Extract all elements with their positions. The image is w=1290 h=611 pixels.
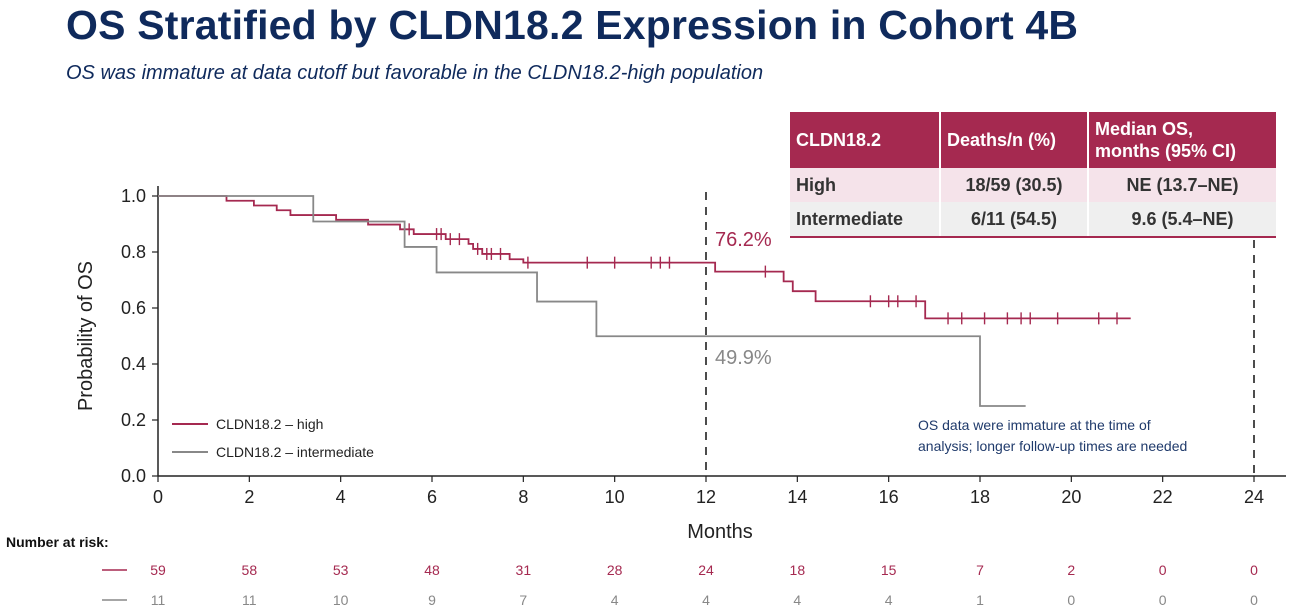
x-tick-label: 2 — [244, 487, 254, 507]
x-tick-label: 18 — [970, 487, 990, 507]
risk-count-intermediate: 0 — [1159, 592, 1167, 608]
series-layer — [158, 195, 1131, 407]
page-title: OS Stratified by CLDN18.2 Expression in … — [66, 2, 1079, 48]
risk-count-high: 31 — [516, 562, 532, 578]
risk-count-high: 53 — [333, 562, 349, 578]
x-tick-label: 22 — [1153, 487, 1173, 507]
risk-count-high: 2 — [1067, 562, 1075, 578]
intermediate-landmark-label: 49.9% — [715, 347, 772, 369]
annotation-layer: 76.2% 49.9% — [715, 229, 772, 369]
summary-cell-median: NE (13.7–NE) — [1088, 168, 1276, 202]
risk-count-intermediate: 4 — [702, 592, 710, 608]
immaturity-note: OS data were immature at the time of ana… — [918, 417, 1187, 454]
summary-cell-group: High — [790, 168, 941, 202]
x-tick-label: 12 — [696, 487, 716, 507]
risk-count-intermediate: 10 — [333, 592, 349, 608]
summary-header-median-line1: Median OS, — [1095, 119, 1194, 139]
summary-row-high: High 18/59 (30.5) NE (13.7–NE) — [790, 168, 1276, 202]
risk-count-intermediate: 1 — [976, 592, 984, 608]
risk-table-heading: Number at risk: — [6, 534, 109, 550]
summary-header-group: CLDN18.2 — [790, 112, 941, 168]
x-tick-label: 8 — [518, 487, 528, 507]
risk-count-high: 48 — [424, 562, 440, 578]
x-tick-label: 14 — [787, 487, 807, 507]
summary-header-median-line2: months (95% CI) — [1095, 141, 1237, 161]
x-tick-label: 20 — [1061, 487, 1081, 507]
summary-cell-deaths: 18/59 (30.5) — [940, 168, 1089, 202]
risk-count-intermediate: 4 — [793, 592, 801, 608]
risk-count-intermediate: 7 — [519, 592, 527, 608]
y-tick-label: 0.2 — [121, 410, 146, 430]
summary-header-median: Median OS, months (95% CI) — [1088, 112, 1276, 168]
legend-label-high: CLDN18.2 – high — [216, 416, 323, 432]
summary-cell-deaths: 6/11 (54.5) — [940, 202, 1089, 238]
risk-count-intermediate: 11 — [242, 592, 257, 608]
risk-count-intermediate: 0 — [1250, 592, 1258, 608]
y-axis-label: Probability of OS — [75, 261, 97, 411]
risk-count-intermediate: 9 — [428, 592, 436, 608]
x-tick-label: 6 — [427, 487, 437, 507]
chart-legend: CLDN18.2 – high CLDN18.2 – intermediate — [172, 416, 374, 460]
summary-row-intermediate: Intermediate 6/11 (54.5) 9.6 (5.4–NE) — [790, 202, 1276, 238]
summary-cell-group: Intermediate — [790, 202, 941, 238]
series-line-intermediate — [158, 195, 1026, 407]
y-tick-label: 0.4 — [121, 354, 146, 374]
risk-count-high: 58 — [242, 562, 258, 578]
note-line-1: OS data were immature at the time of — [918, 417, 1151, 433]
number-at-risk-table: 59 58 53 48 31 28 24 18 15 7 2 0 011 11 10 9 7 4 4 4 4 1 0 0 0 — [102, 562, 1258, 608]
legend-label-intermediate: CLDN18.2 – intermediate — [216, 444, 374, 460]
high-landmark-label: 76.2% — [715, 229, 772, 251]
x-tick-label: 0 — [153, 487, 163, 507]
y-tick-label: 0.6 — [121, 298, 146, 318]
summary-header-deaths: Deaths/n (%) — [940, 112, 1089, 168]
series-line-high — [158, 195, 1131, 320]
risk-count-high: 24 — [698, 562, 714, 578]
summary-cell-median: 9.6 (5.4–NE) — [1088, 202, 1276, 238]
risk-count-intermediate: 4 — [885, 592, 893, 608]
risk-count-high: 59 — [150, 562, 166, 578]
risk-count-high: 0 — [1159, 562, 1167, 578]
x-tick-label: 16 — [879, 487, 899, 507]
risk-count-high: 0 — [1250, 562, 1258, 578]
risk-count-high: 15 — [881, 562, 897, 578]
risk-count-intermediate: 11 — [151, 592, 166, 608]
y-tick-label: 1.0 — [121, 186, 146, 206]
x-axis-label: Months — [687, 521, 753, 543]
chart-axes: 0 2 4 6 8 10 12 14 16 18 20 22 240.00.20.40.60.81.0M… — [75, 186, 1286, 543]
summary-table: CLDN18.2 Deaths/n (%) Median OS, months … — [790, 112, 1276, 238]
x-tick-label: 24 — [1244, 487, 1264, 507]
note-line-2: analysis; longer follow-up times are nee… — [918, 438, 1187, 454]
risk-count-intermediate: 0 — [1067, 592, 1075, 608]
risk-count-high: 18 — [790, 562, 806, 578]
x-tick-label: 10 — [605, 487, 625, 507]
risk-count-high: 28 — [607, 562, 623, 578]
page-subtitle: OS was immature at data cutoff but favor… — [66, 62, 764, 84]
y-tick-label: 0.8 — [121, 242, 146, 262]
y-tick-label: 0.0 — [121, 466, 146, 486]
risk-count-intermediate: 4 — [611, 592, 619, 608]
risk-count-high: 7 — [976, 562, 984, 578]
x-tick-label: 4 — [336, 487, 346, 507]
